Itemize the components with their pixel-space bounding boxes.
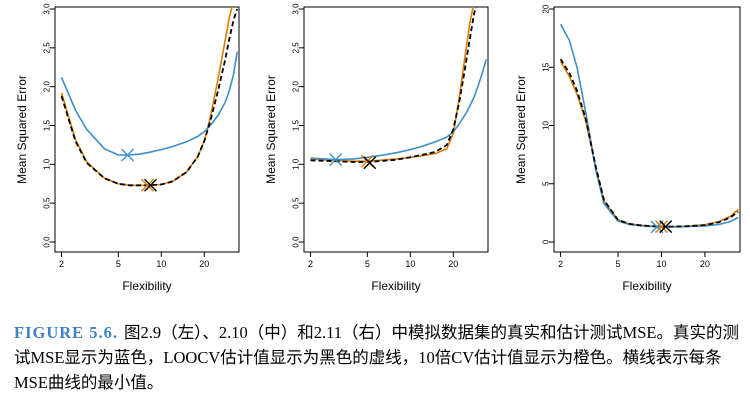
y-tick-label: 2.0 <box>292 81 301 93</box>
y-tick-label: 1.0 <box>292 158 301 170</box>
series-line-cv10 <box>559 60 739 228</box>
minimum-marker-loocv <box>659 220 673 234</box>
y-tick-label: 0.0 <box>292 236 301 248</box>
x-tick-label: 2 <box>308 259 313 269</box>
minimum-marker-loocv <box>144 178 158 192</box>
y-tick-label: 15 <box>542 62 551 71</box>
series-line-cv10 <box>310 7 474 162</box>
y-tick-label: 0.5 <box>43 197 52 209</box>
y-axis-label: Mean Squared Error <box>514 75 528 184</box>
minimum-marker-loocv <box>363 156 377 170</box>
series-line-true <box>60 51 238 156</box>
series-line-loocv <box>60 8 239 187</box>
y-tick-label: 0.0 <box>43 236 52 248</box>
chart-panel-2: 2 5 10 20 0.0 0.5 1.0 1.5 2.0 2.5 3.0 Flexibility Me… <box>264 3 489 293</box>
minimum-marker-true <box>329 153 343 167</box>
y-tick-label: 2.0 <box>43 81 52 93</box>
chart-figure: 2 5 10 200.00.51.01.52.02.53.0FlexibilityMe… <box>15 3 741 293</box>
x-axis-label: Flexibility <box>622 279 671 293</box>
x-tick-label: 20 <box>448 259 458 269</box>
x-axis-label: Flexibility <box>371 279 420 293</box>
series-line-cv10 <box>60 7 233 187</box>
series-line-true <box>310 59 487 161</box>
caption-text: 图2.9（左）、2.10（中）和2.11（右）中模拟数据集的真实和估计测试MSE… <box>14 323 739 392</box>
x-tick-label: 10 <box>656 259 666 269</box>
figure-caption: FIGURE 5.6. 图2.9（左）、2.10（中）和2.11（右）中模拟数据集… <box>14 320 742 395</box>
y-tick-label: 10 <box>542 121 551 130</box>
x-tick-label: 20 <box>700 259 710 269</box>
x-tick-label: 10 <box>156 259 166 269</box>
y-tick-label: 3.0 <box>292 3 301 15</box>
y-tick-label: 5 <box>542 181 551 186</box>
y-tick-label: 1.0 <box>43 158 52 170</box>
y-tick-label: 2.5 <box>292 42 301 54</box>
y-axis-label: Mean Squared Error <box>264 75 278 184</box>
plot-frame <box>553 6 741 253</box>
x-tick-label: 20 <box>199 259 209 269</box>
figure-label: FIGURE 5.6. <box>14 323 119 342</box>
plot-frame <box>303 6 489 253</box>
x-tick-label: 10 <box>405 259 415 269</box>
x-tick-label: 2 <box>558 259 563 269</box>
series-line-loocv <box>559 58 739 228</box>
y-tick-label: 3.0 <box>43 3 52 15</box>
chart-panel-3: 2 5 10 20 0 5 10 15 20 Flexibility Mean Squared Er… <box>514 4 741 293</box>
plot-frame <box>54 6 240 253</box>
minimum-marker-cv10 <box>654 220 668 234</box>
x-tick-label: 5 <box>116 259 121 269</box>
y-tick-label: 1.5 <box>43 119 52 131</box>
y-tick-label: 0.5 <box>292 197 301 209</box>
minimum-marker-cv10 <box>140 178 154 192</box>
chart-panel-1: 2 5 10 20 0.0 0.5 1.0 1.5 2.0 2.5 3.0 Flexibility Me… <box>15 3 240 293</box>
series-line-loocv <box>310 7 478 163</box>
x-axis-label: Flexibility <box>122 279 171 293</box>
y-axis-label: Mean Squared Error <box>15 75 29 184</box>
y-tick-label: 0 <box>542 239 551 244</box>
x-tick-label: 5 <box>365 259 370 269</box>
y-tick-label: 20 <box>542 4 551 13</box>
x-tick-label: 5 <box>616 259 621 269</box>
y-tick-label: 2.5 <box>43 42 52 54</box>
minimum-marker-true <box>121 148 135 162</box>
y-tick-label: 1.5 <box>292 119 301 131</box>
x-tick-label: 2 <box>59 259 64 269</box>
